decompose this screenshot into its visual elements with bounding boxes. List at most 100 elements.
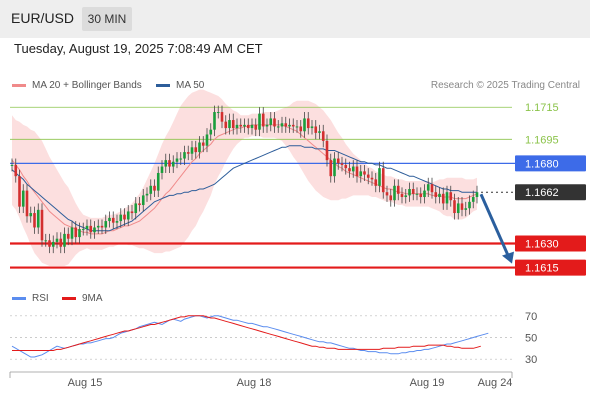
candle-body (468, 201, 471, 209)
candle-body (393, 185, 396, 201)
candle-body (261, 113, 265, 127)
ma50-legend: MA 50 (156, 80, 204, 91)
candle-body (411, 189, 415, 194)
candle-body (288, 124, 291, 127)
level-tag-5 (515, 259, 586, 276)
candle-body (366, 174, 370, 178)
candle-body (453, 200, 456, 214)
candle-body (160, 166, 164, 173)
candle-body (70, 227, 74, 239)
x-tick-label: Aug 24 (478, 377, 513, 389)
candle-body (235, 124, 239, 129)
timeframe-button[interactable]: 30 MIN (82, 7, 132, 31)
candle-body (423, 190, 426, 198)
candle-body (438, 193, 441, 198)
candle-body (40, 209, 44, 241)
candle-body (408, 189, 411, 196)
candle-body (396, 185, 400, 194)
ma9-swatch (62, 297, 76, 300)
candle-body (355, 166, 359, 177)
candle-body (111, 217, 115, 223)
candle-body (370, 177, 374, 180)
level-label-0: 1.1715 (525, 102, 559, 114)
candle-body (374, 179, 378, 186)
candle-body (250, 124, 254, 129)
rsi-legend: RSI (12, 293, 49, 304)
candle-body (239, 124, 243, 127)
candle-body (213, 112, 216, 130)
candle-body (228, 120, 231, 129)
candle-body (21, 190, 25, 207)
candle-body (460, 203, 464, 210)
level-tag-2 (515, 155, 586, 172)
candle-body (348, 168, 351, 172)
candle-body (175, 158, 179, 162)
candle-body (141, 195, 145, 206)
datetime-label: Tuesday, August 19, 2025 7:08:49 AM CET (14, 41, 263, 56)
candle-body (220, 112, 224, 122)
candle-body (318, 131, 321, 133)
candle-body (333, 158, 336, 177)
candle-body (254, 124, 258, 130)
candle-body (186, 152, 190, 154)
candle-body (194, 147, 198, 153)
candle-body (14, 164, 18, 177)
candle-body (378, 168, 381, 186)
credit-text: Research © 2025 Trading Central (430, 80, 580, 91)
candle-body (149, 185, 153, 194)
candle-body (156, 172, 160, 191)
candle-body (475, 192, 479, 198)
candle-body (295, 126, 299, 128)
candle-body (246, 124, 250, 129)
candle-body (434, 192, 438, 198)
candle-body (265, 124, 269, 127)
candle-body (198, 142, 201, 153)
candle-body (100, 225, 104, 228)
ma20-legend: MA 20 + Bollinger Bands (12, 80, 142, 91)
candle-body (306, 118, 310, 129)
x-tick-label: Aug 18 (237, 377, 272, 389)
candle-body (119, 214, 123, 222)
candle-body (351, 166, 355, 172)
candle-body (89, 225, 93, 233)
ma9-legend-label: 9MA (82, 293, 103, 304)
candle-body (321, 131, 325, 141)
candle-body (363, 171, 366, 175)
x-tick-label: Aug 19 (410, 377, 445, 389)
candle-body (400, 193, 404, 198)
candle-body (441, 193, 445, 204)
candle-body (314, 126, 318, 133)
candle-body (201, 142, 205, 146)
forecast-arrow-shaft (479, 193, 511, 259)
candle-body (85, 225, 89, 230)
candle-body (164, 160, 168, 167)
candle-body (310, 126, 314, 129)
candle-body (59, 238, 63, 247)
candle-body (18, 176, 21, 207)
candle-body (130, 211, 134, 214)
candle-body (179, 158, 183, 160)
candle-body (205, 134, 209, 146)
candle-body (329, 160, 333, 177)
rsi-ma9-line (12, 315, 481, 351)
candle-body (344, 164, 348, 169)
rsi-tick-70: 70 (525, 311, 537, 323)
rsi-line (11, 315, 489, 358)
candle-body (389, 195, 393, 201)
candle-body (449, 192, 453, 201)
rsi-swatch (12, 297, 26, 300)
candle-body (209, 129, 213, 135)
candle-body (224, 121, 228, 129)
candle-body (404, 195, 408, 198)
candle-body (63, 233, 66, 247)
x-tick-label: Aug 15 (68, 377, 103, 389)
ma20-legend-label: MA 20 + Bollinger Bands (32, 80, 142, 91)
candle-body (231, 120, 235, 129)
candle-body (430, 184, 434, 193)
candle-body (325, 140, 329, 161)
candle-body (381, 168, 385, 193)
candle-body (426, 184, 430, 191)
candle-body (33, 213, 36, 228)
candle-body (96, 225, 100, 228)
